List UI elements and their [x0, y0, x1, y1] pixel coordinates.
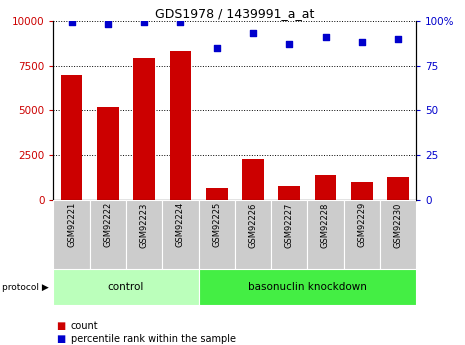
Bar	[162, 200, 199, 269]
Text: GSM92230: GSM92230	[393, 202, 403, 248]
Point	[213, 45, 220, 50]
Point	[104, 21, 112, 27]
Text: ■: ■	[56, 334, 65, 344]
Bar	[170, 51, 191, 200]
Bar	[279, 186, 300, 200]
Text: GSM92227: GSM92227	[285, 202, 294, 248]
Bar	[351, 182, 372, 200]
Text: GSM92224: GSM92224	[176, 202, 185, 247]
Bar	[61, 75, 82, 200]
Bar	[387, 177, 409, 200]
Text: protocol ▶: protocol ▶	[2, 283, 49, 292]
Text: ■: ■	[56, 321, 65, 331]
Point	[177, 20, 184, 25]
Bar	[206, 188, 227, 200]
Bar	[53, 269, 199, 305]
Point	[140, 20, 148, 25]
Bar	[344, 200, 380, 269]
Bar	[307, 200, 344, 269]
Text: count: count	[71, 321, 98, 331]
Bar	[199, 269, 416, 305]
Bar	[380, 200, 416, 269]
Point	[68, 20, 75, 25]
Text: GSM92229: GSM92229	[357, 202, 366, 247]
Text: basonuclin knockdown: basonuclin knockdown	[248, 282, 367, 292]
Text: GSM92226: GSM92226	[248, 202, 258, 248]
Point	[249, 30, 257, 36]
Text: control: control	[108, 282, 144, 292]
Bar	[271, 200, 307, 269]
Bar	[315, 175, 336, 200]
Bar	[126, 200, 162, 269]
Bar	[242, 159, 264, 200]
Text: GSM92221: GSM92221	[67, 202, 76, 247]
Bar	[53, 200, 90, 269]
Title: GDS1978 / 1439991_a_at: GDS1978 / 1439991_a_at	[155, 7, 314, 20]
Point	[394, 36, 402, 41]
Point	[286, 41, 293, 47]
Bar	[97, 107, 119, 200]
Text: percentile rank within the sample: percentile rank within the sample	[71, 334, 236, 344]
Bar	[90, 200, 126, 269]
Bar	[199, 200, 235, 269]
Bar	[133, 58, 155, 200]
Bar	[235, 200, 271, 269]
Text: GSM92222: GSM92222	[103, 202, 113, 247]
Text: GSM92225: GSM92225	[212, 202, 221, 247]
Point	[322, 34, 329, 40]
Text: GSM92228: GSM92228	[321, 202, 330, 248]
Text: GSM92223: GSM92223	[140, 202, 149, 248]
Point	[358, 39, 365, 45]
